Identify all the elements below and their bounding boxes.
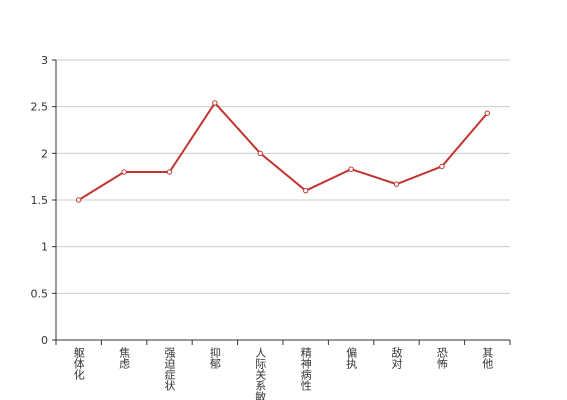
x-tick-label: 强迫症状 [163,347,176,391]
series-line [78,101,489,201]
point [393,181,400,187]
x-tick-label: 人际关系敏感 [254,347,267,400]
y-tick-label: 1 [41,241,48,254]
point [303,187,309,194]
point [212,100,218,106]
point [76,197,82,203]
point [121,169,127,175]
x-tick-label: 偏执 [345,346,358,370]
x-tick-label: 精神病性 [299,347,312,392]
point [439,163,445,170]
x-tick-label: 其他 [481,347,494,369]
y-tick-label: 0.5 [31,287,49,300]
point [166,169,173,175]
x-tick-label: 恐怖 [435,347,448,369]
point [348,166,354,172]
y-tick-label: 0 [41,334,48,347]
y-tick-label: 2 [41,147,48,160]
x-tick-label: 敌对 [390,346,403,369]
x-tick-label: 焦虑 [118,347,131,369]
y-tick-label: 3 [41,54,48,67]
x-tick-label: 抑郁 [208,346,221,369]
x-tick-label: 躯体化 [72,347,85,381]
point [257,150,263,157]
y-tick-label: 2.5 [31,101,49,114]
y-tick-label: 1.5 [31,194,49,207]
point [484,110,490,116]
